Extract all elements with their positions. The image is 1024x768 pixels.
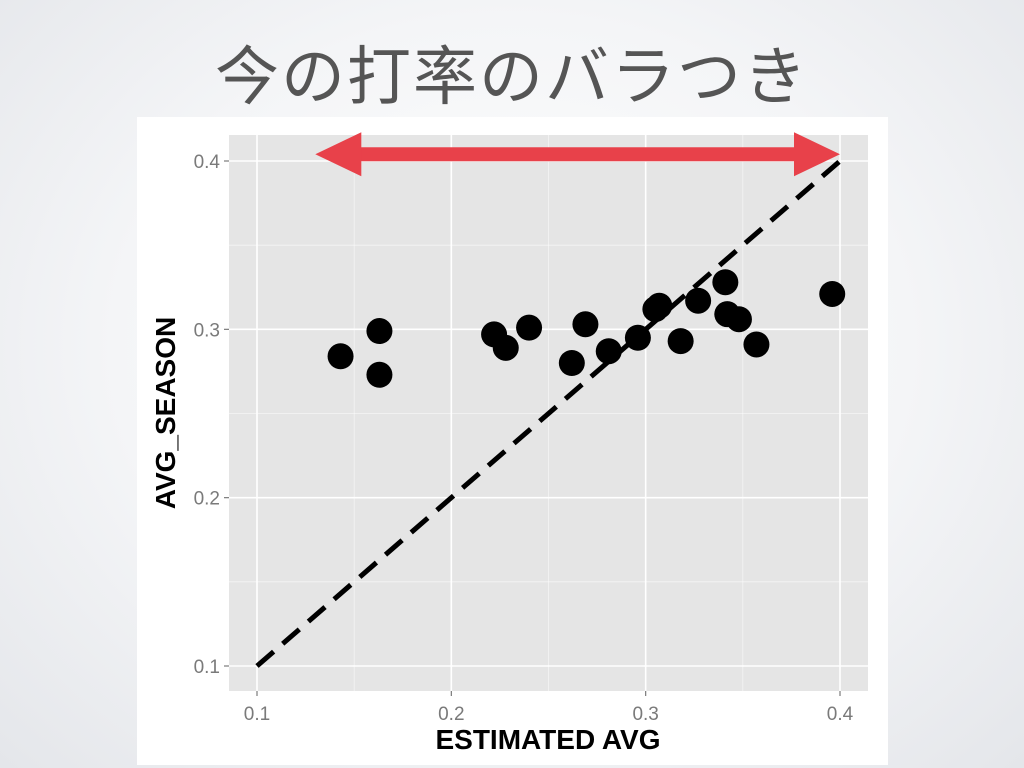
x-tick-label: 0.3	[632, 704, 658, 725]
arrow-head-right	[794, 132, 840, 177]
arrow-head-left	[315, 132, 362, 177]
data-point	[572, 311, 599, 338]
data-point	[725, 306, 752, 333]
data-point	[685, 287, 712, 314]
data-point	[595, 338, 622, 365]
data-point	[624, 324, 651, 351]
data-point	[646, 292, 673, 319]
chart-card: 0.1 0.2 0.3 0.4 0.1 0.2 0.3 0.4 ESTIMATED AVG A…	[137, 117, 888, 765]
data-point	[712, 269, 739, 296]
data-point	[492, 334, 519, 361]
x-tick-label: 0.4	[827, 704, 854, 725]
slide-title: 今の打率のバラつき	[215, 41, 809, 115]
reference-line	[255, 159, 842, 668]
data-point	[516, 314, 543, 341]
arrow-shaft	[359, 147, 796, 162]
x-axis-title: ESTIMATED AVG	[435, 724, 660, 755]
tick-layer: 0.1 0.2 0.3 0.4 0.1 0.2 0.3 0.4	[194, 152, 854, 725]
y-tick-label: 0.2	[194, 489, 220, 510]
data-point	[558, 350, 585, 376]
data-point	[327, 343, 354, 370]
double-arrow-annotation	[315, 132, 840, 177]
data-point	[366, 318, 393, 345]
data-point	[667, 328, 694, 355]
data-point	[366, 361, 393, 388]
scatter-chart: 0.1 0.2 0.3 0.4 0.1 0.2 0.3 0.4 ESTIMATED AVG A…	[150, 132, 868, 755]
x-tick-label: 0.2	[438, 704, 464, 725]
y-tick-label: 0.3	[194, 320, 220, 341]
y-tick-label: 0.1	[194, 657, 220, 678]
points-layer	[327, 269, 846, 388]
data-point	[819, 280, 846, 307]
y-axis-title: AVG_SEASON	[150, 317, 181, 509]
y-tick-label: 0.4	[194, 152, 221, 173]
x-tick-label: 0.1	[244, 704, 270, 725]
data-point	[743, 331, 770, 358]
